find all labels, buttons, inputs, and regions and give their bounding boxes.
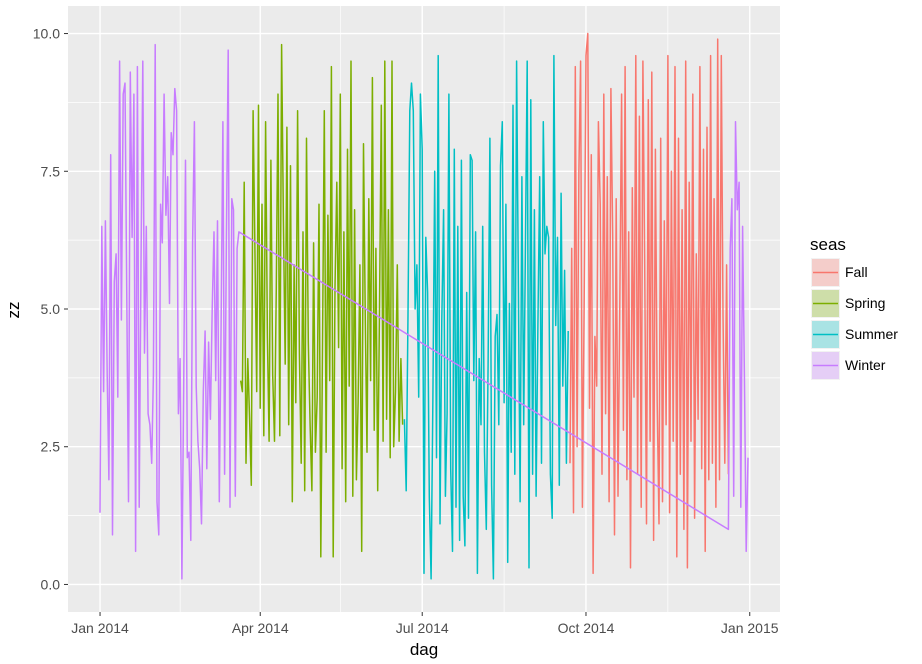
series-line-fall [569,32,730,575]
y-tick-label: 7.5 [41,163,61,179]
series-line-summer [403,54,569,580]
series-line-spring [239,43,404,558]
y-tick-label: 0.0 [41,576,61,592]
x-axis-title: dag [410,640,438,659]
x-tick-label: Apr 2014 [232,620,289,636]
series-lines [99,32,749,580]
x-tick-label: Oct 2014 [558,620,615,636]
y-tick-labels: 0.0 2.5 5.0 7.5 10.0 [33,26,60,593]
x-tick-labels: Jan 2014 Apr 2014 Jul 2014 Oct 2014 Jan 2015 [71,620,779,636]
legend-label-summer: Summer [845,326,898,342]
legend-label-fall: Fall [845,264,868,280]
y-tick-label: 2.5 [41,439,61,455]
y-tick-label: 10.0 [33,26,60,42]
x-tick-label: Jan 2014 [71,620,129,636]
series-line-winter [99,43,749,580]
y-axis-title: zz [4,302,23,319]
y-tick-label: 5.0 [41,301,61,317]
x-tick-label: Jul 2014 [396,620,449,636]
legend-label-spring: Spring [845,295,885,311]
legend: Fall Spring Summer Winter [811,258,898,380]
x-tick-label: Jan 2015 [721,620,779,636]
legend-title: seas [810,235,846,254]
axis-ticks [64,33,751,616]
legend-label-winter: Winter [845,357,886,373]
